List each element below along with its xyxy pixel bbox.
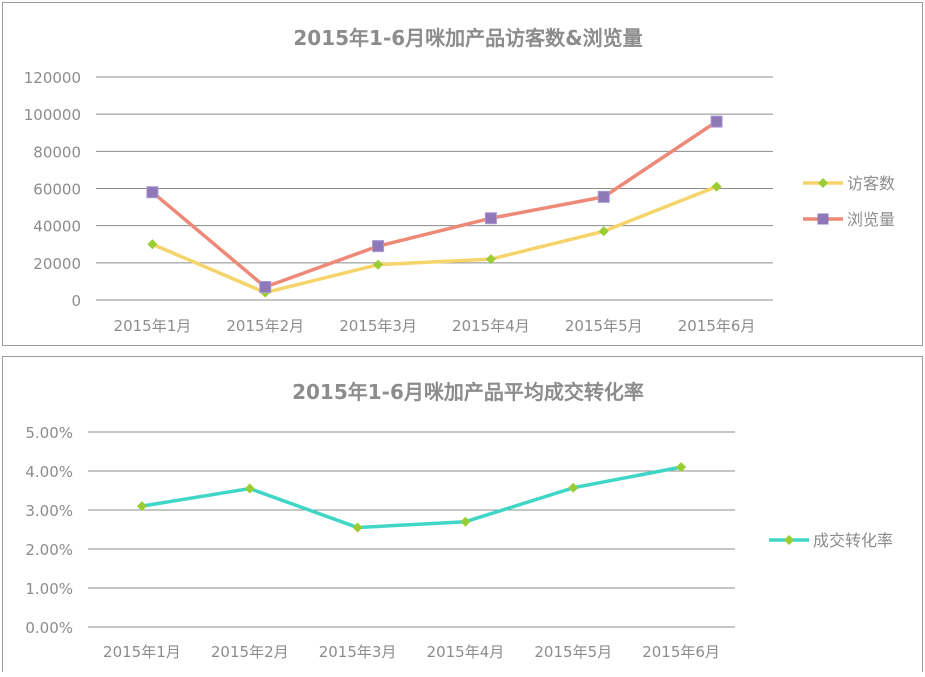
data-point-marker — [136, 501, 147, 512]
y-tick-label: 0 — [71, 292, 81, 310]
y-tick-label: 3.00% — [25, 502, 73, 520]
legend-label: 成交转化率 — [813, 531, 893, 550]
y-tick-label: 80000 — [33, 143, 81, 161]
y-tick-label: 100000 — [24, 106, 81, 124]
chart-panel-conversion-rate: 2015年1-6月咪加产品平均成交转化率 0.00% 1.00% 2.00% 3.00%… — [2, 356, 923, 672]
x-tick-label: 2015年6月 — [642, 643, 720, 661]
data-point-marker — [460, 516, 471, 527]
legend-label: 浏览量 — [847, 210, 895, 229]
data-point-marker — [147, 239, 158, 250]
chart-title: 2015年1-6月咪加产品访客数&浏览量 — [293, 26, 642, 50]
data-point-marker — [597, 190, 610, 203]
series-line-1 — [150, 184, 719, 295]
chart-visitors-pageviews: 2015年1-6月咪加产品访客数&浏览量 0 20000 40000 60000 8000… — [24, 26, 895, 335]
data-point-marker — [244, 483, 255, 494]
x-tick-label: 2015年6月 — [678, 317, 756, 335]
x-tick-label: 2015年5月 — [565, 317, 643, 335]
data-point-marker — [146, 186, 159, 199]
y-tick-label: 1.00% — [25, 580, 73, 598]
x-tick-label: 2015年3月 — [319, 643, 397, 661]
x-tick-label: 2015年4月 — [452, 317, 530, 335]
x-tick-label: 2015年2月 — [226, 317, 304, 335]
x-tick-label: 2015年2月 — [211, 643, 289, 661]
data-point-marker — [711, 181, 722, 192]
y-tick-label: 120000 — [24, 69, 81, 87]
y-tick-label: 60000 — [33, 181, 81, 199]
data-point-marker — [568, 482, 579, 493]
data-point-marker — [676, 462, 687, 473]
y-tick-label: 4.00% — [25, 463, 73, 481]
x-tick-label: 2015年4月 — [427, 643, 505, 661]
data-point-marker — [598, 226, 609, 237]
legend-swatch-marker — [818, 178, 828, 188]
x-tick-label: 2015年3月 — [339, 317, 417, 335]
y-tick-label: 20000 — [33, 255, 81, 273]
legend-label: 访客数 — [847, 174, 895, 193]
x-tick-label: 2015年1月 — [103, 643, 181, 661]
data-point-marker — [484, 212, 497, 225]
legend-swatch-marker — [817, 213, 829, 225]
y-tick-label: 0.00% — [25, 619, 73, 637]
y-tick-label: 40000 — [33, 218, 81, 236]
y-tick-label: 5.00% — [25, 424, 73, 442]
x-tick-label: 2015年1月 — [114, 317, 192, 335]
series-line-2 — [150, 119, 719, 289]
chart-title: 2015年1-6月咪加产品平均成交转化率 — [292, 380, 644, 404]
data-point-marker — [373, 259, 384, 270]
chart-panel-visitors-pageviews: 2015年1-6月咪加产品访客数&浏览量 0 20000 40000 60000 8000… — [2, 2, 923, 346]
legend-swatch-marker — [784, 535, 794, 545]
chart-conversion-rate: 2015年1-6月咪加产品平均成交转化率 0.00% 1.00% 2.00% 3.00%… — [25, 380, 893, 661]
x-tick-label: 2015年5月 — [534, 643, 612, 661]
y-tick-label: 2.00% — [25, 541, 73, 559]
data-point-marker — [485, 254, 496, 265]
data-point-marker — [352, 522, 363, 533]
data-point-marker — [372, 240, 385, 253]
data-point-marker — [259, 280, 272, 293]
data-point-marker — [710, 115, 723, 128]
series-line-1 — [140, 465, 683, 530]
